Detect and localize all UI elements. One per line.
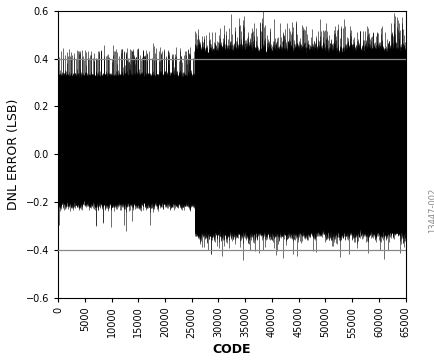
X-axis label: CODE: CODE xyxy=(212,343,250,356)
Text: 13447-002: 13447-002 xyxy=(427,188,434,233)
Y-axis label: DNL ERROR (LSB): DNL ERROR (LSB) xyxy=(7,99,20,210)
